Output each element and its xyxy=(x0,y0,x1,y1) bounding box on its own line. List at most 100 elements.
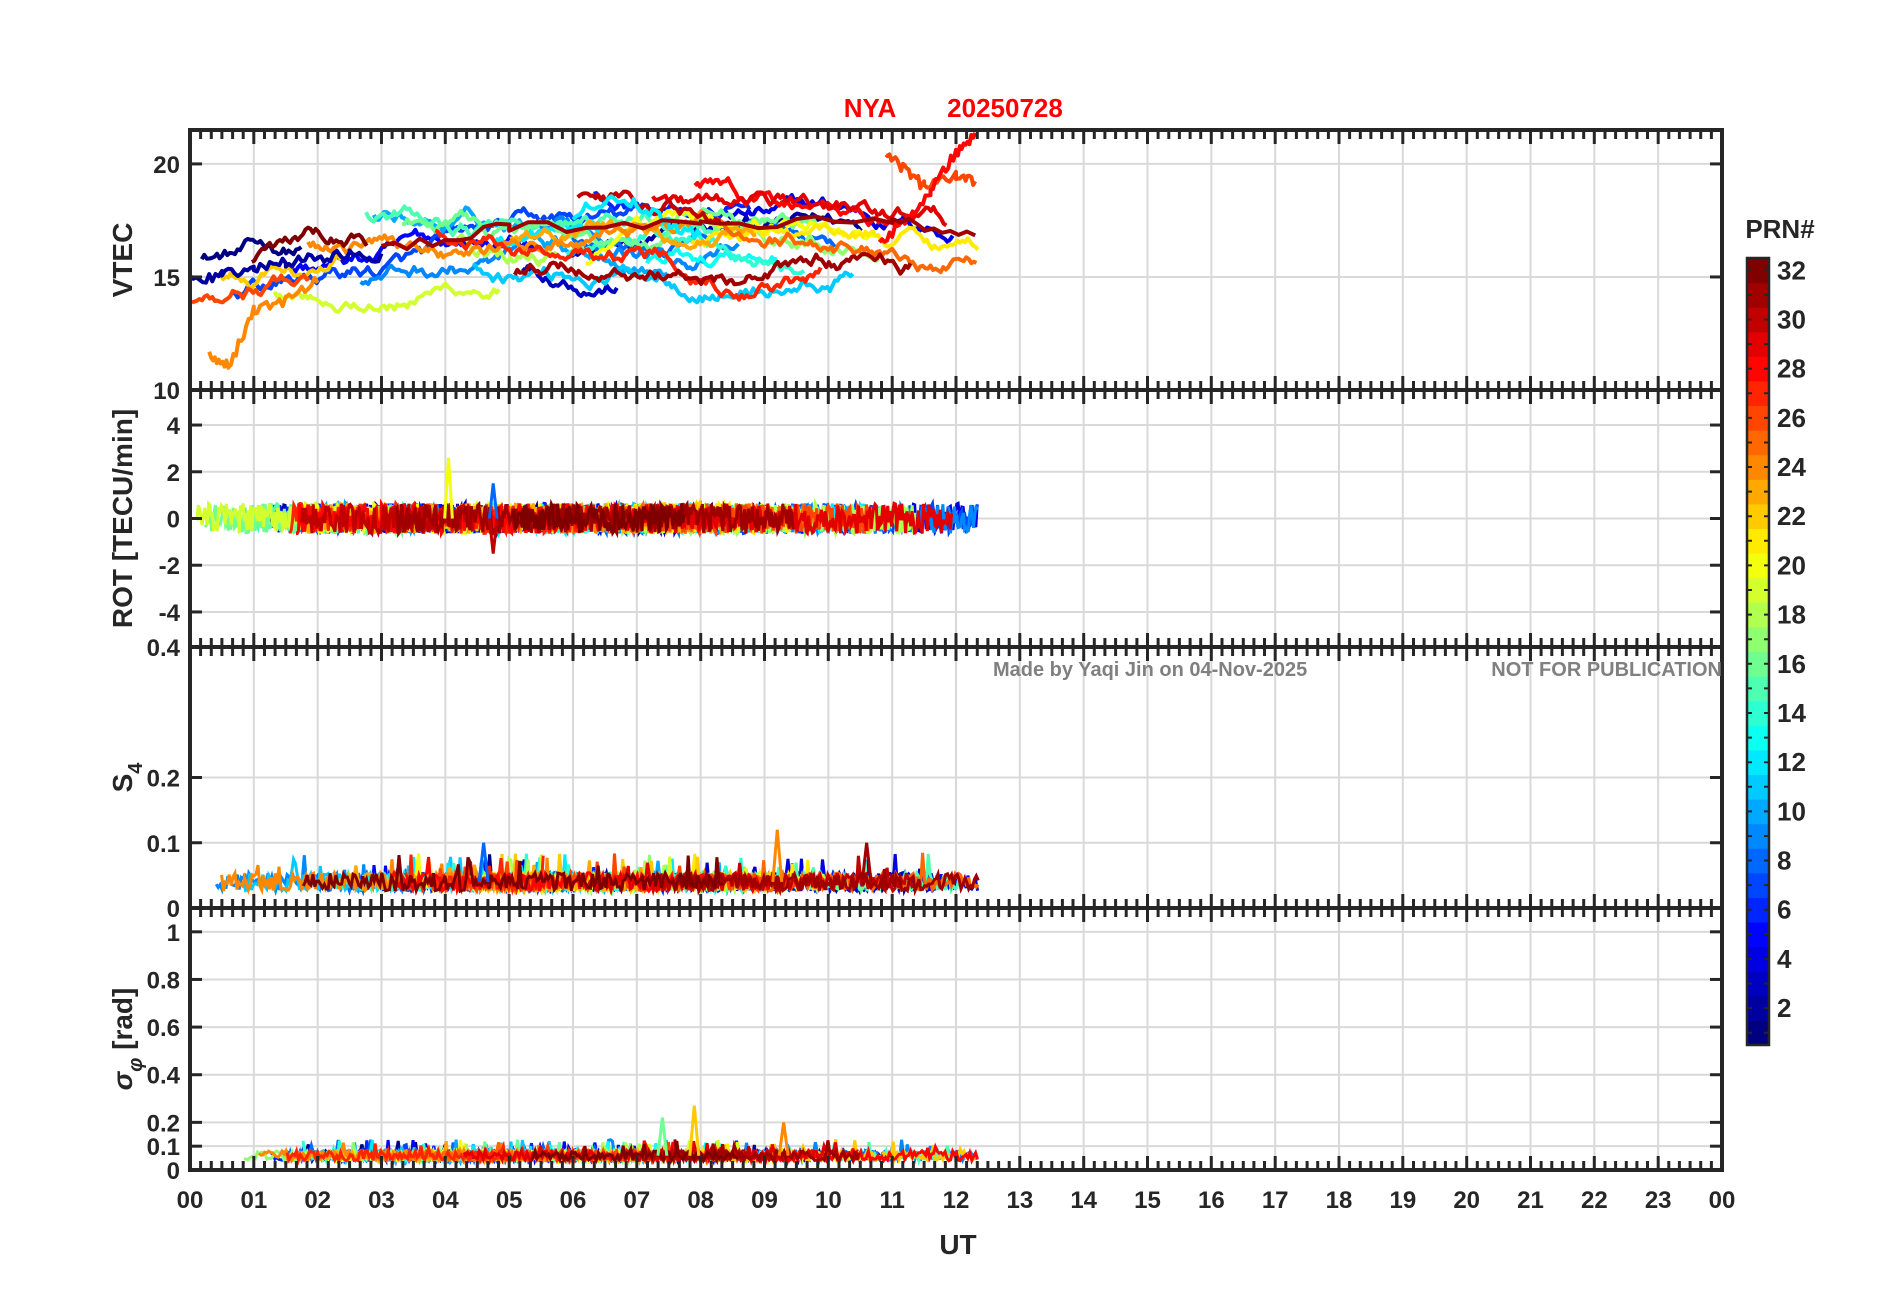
x-tick-label: 03 xyxy=(368,1187,395,1214)
x-tick-marks xyxy=(188,908,1724,1170)
colorbar-segment-prn-9 xyxy=(1747,823,1769,849)
x-tick-marks xyxy=(188,647,1724,908)
colorbar-tick-label: 4 xyxy=(1777,944,1792,974)
x-tick-label: 23 xyxy=(1645,1187,1672,1214)
y-tick-label: 0 xyxy=(167,507,180,534)
colorbar-segment-prn-11 xyxy=(1747,774,1769,800)
x-tick-label: 15 xyxy=(1134,1187,1161,1214)
x-tick-label: 14 xyxy=(1070,1187,1097,1214)
panel-vtec: 10 15 20 VTEC xyxy=(107,128,1724,405)
vtec-series-prn-31 xyxy=(381,214,977,252)
x-axis: 00 01 02 03 04 05 06 07 08 09 10 11 12 13 14 15 16 17 18 19… xyxy=(177,1187,1736,1214)
colorbar-segment-prn-15 xyxy=(1747,676,1769,702)
colorbar-segment-prn-16 xyxy=(1747,651,1769,677)
panel-data xyxy=(190,132,980,370)
x-tick-marks xyxy=(188,130,1724,390)
colorbar-segment-prn-22 xyxy=(1747,503,1769,530)
colorbar-tick-label: 32 xyxy=(1777,255,1806,285)
colorbar-segment-prn-23 xyxy=(1747,479,1769,505)
x-tick-label: 18 xyxy=(1326,1187,1353,1214)
colorbar-segment-prn-4 xyxy=(1747,946,1769,972)
sigma_phi-peak-prn-22 xyxy=(688,1105,701,1156)
colorbar-tick-label: 2 xyxy=(1777,993,1791,1023)
panel-y-axis: 0 0.1 0.2 0.4 xyxy=(147,635,1722,923)
colorbar-segment-prn-12 xyxy=(1747,749,1769,775)
x-tick-label: 10 xyxy=(815,1187,842,1214)
watermark-not-for-publication: NOT FOR PUBLICATION xyxy=(1491,659,1722,681)
panel-x-ticks xyxy=(188,908,1724,1170)
x-tick-label: 20 xyxy=(1453,1187,1480,1214)
y-tick-label: 15 xyxy=(153,265,180,292)
panel-x-ticks xyxy=(188,390,1724,647)
vtec-series-prn-12 xyxy=(571,194,703,241)
colorbar-tick-label: 8 xyxy=(1777,846,1791,876)
colorbar-tick-label: 22 xyxy=(1777,501,1806,531)
panel-sigma_phi: 00.10.2 0.4 0.6 0.8 1 σφ [rad] xyxy=(107,906,1724,1185)
rot-peak-prn-30 xyxy=(487,518,499,554)
vtec-series-prn-2 xyxy=(190,248,384,285)
colorbar-segment-prn-5 xyxy=(1747,922,1769,948)
s4-peak-prn-8 xyxy=(477,842,490,883)
x-tick-label: 06 xyxy=(560,1187,587,1214)
colorbar-tick-label: 10 xyxy=(1777,796,1806,826)
y-tick-label: 20 xyxy=(153,152,180,179)
panel-s4: 0 0.1 0.2 0.4 S4 xyxy=(107,635,1724,923)
y-axis-label: ROT [TECU/min] xyxy=(107,409,138,628)
y-tick-label: 10 xyxy=(153,378,180,405)
x-tick-label: 09 xyxy=(751,1187,778,1214)
colorbar-segment-prn-13 xyxy=(1747,725,1769,751)
y-tick-label: 1 xyxy=(167,920,180,947)
vtec-trace-prn-22 xyxy=(219,253,343,291)
panel-data xyxy=(194,457,979,554)
colorbar-tick-label: 16 xyxy=(1777,649,1806,679)
colorbar-segment-prn-18 xyxy=(1747,602,1769,628)
colorbar-tick-label: 28 xyxy=(1777,354,1806,384)
y-axis-label: VTEC xyxy=(107,223,138,298)
colorbar-tick-label: 12 xyxy=(1777,747,1806,777)
rot-peak-prn-8 xyxy=(487,483,499,519)
colorbar-segment-prn-2 xyxy=(1747,995,1769,1021)
x-axis-label: UT xyxy=(939,1229,976,1260)
vtec-trace-prn-32 xyxy=(250,225,369,264)
sigma_phi-peak-prn-24 xyxy=(777,1122,790,1156)
colorbar-title: PRN# xyxy=(1745,214,1815,244)
y-tick-label: 0.1 xyxy=(147,831,180,858)
vtec-series-prn-26 xyxy=(884,152,977,191)
colorbar-segment-prn-21 xyxy=(1747,528,1769,554)
x-tick-label: 17 xyxy=(1262,1187,1289,1214)
x-tick-label: 07 xyxy=(623,1187,650,1214)
x-tick-label: 21 xyxy=(1517,1187,1544,1214)
panel-y-axis: -4 -2 0 2 4 xyxy=(159,413,1722,627)
y-axis-label-sub: φ xyxy=(125,1058,147,1072)
x-tick-label: 08 xyxy=(687,1187,714,1214)
y-axis-label: S4 xyxy=(107,762,147,793)
title-station: NYA xyxy=(844,93,897,123)
vtec-trace-prn-27 xyxy=(434,228,823,302)
y-tick-label: 0 xyxy=(167,1158,180,1185)
x-tick-label: 02 xyxy=(304,1187,331,1214)
s4-trace-prn-27 xyxy=(403,854,545,896)
x-tick-label: 11 xyxy=(879,1187,904,1214)
colorbar-segment-prn-25 xyxy=(1747,430,1769,456)
vtec-trace-prn-29 xyxy=(651,190,948,228)
y-axis-label-main: S xyxy=(107,774,138,793)
colorbar-tick-label: 20 xyxy=(1777,550,1806,580)
y-tick-label: 0.8 xyxy=(147,967,180,994)
vtec-series-prn-24 xyxy=(207,275,320,370)
vtec-trace-prn-30 xyxy=(576,189,722,225)
y-tick-label: 0 xyxy=(167,896,180,923)
colorbar-frame xyxy=(1745,256,1771,1047)
vtec-trace-prn-3 xyxy=(521,264,619,299)
rot-trace-prn-32 xyxy=(510,498,686,538)
panel-x-ticks xyxy=(188,130,1724,390)
colorbar-segment-prn-10 xyxy=(1747,799,1769,825)
colorbar-segment-prn-28 xyxy=(1747,356,1769,382)
colorbar-segment-prn-14 xyxy=(1747,700,1769,726)
vtec-trace-prn-19 xyxy=(272,281,501,314)
vtec-trace-prn-1 xyxy=(199,236,303,261)
y-axis-label-main: σ xyxy=(107,1070,138,1090)
watermark-made-by: Made by Yaqi Jin on 04-Nov-2025 xyxy=(993,659,1307,681)
